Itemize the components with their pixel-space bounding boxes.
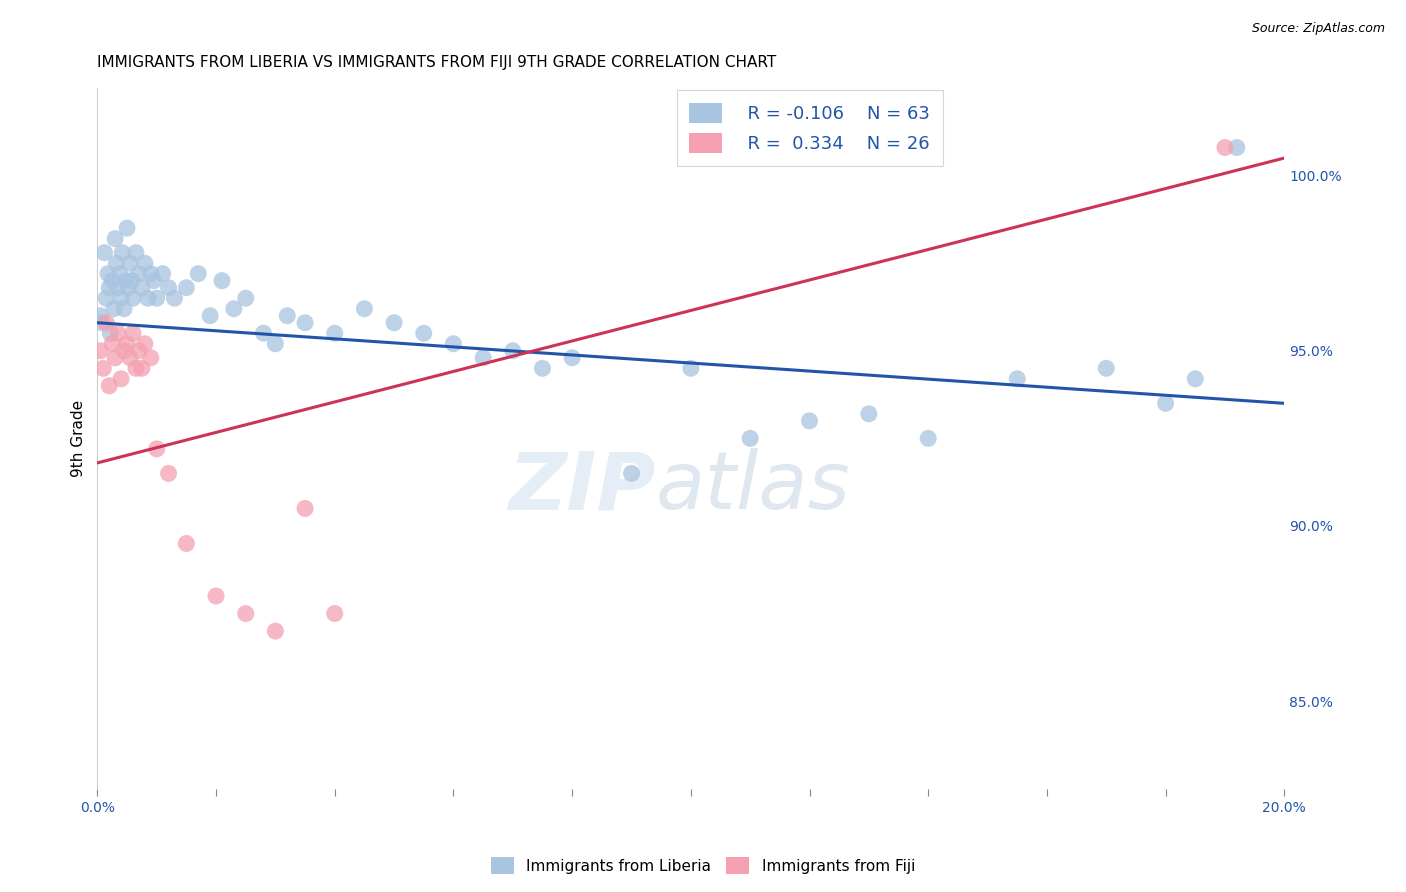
Point [235,607,257,621]
Point [103,301,125,316]
Point [176,536,198,550]
Point [157,467,180,481]
Text: atlas: atlas [655,449,851,526]
Point [111,245,134,260]
Point [115,221,138,235]
Point [128,343,150,358]
Point [93,245,115,260]
Point [125,361,148,376]
Point [187,267,209,281]
Legend:   R = -0.106    N = 63,   R =  0.334    N = 26: R = -0.106 N = 63, R = 0.334 N = 26 [676,90,943,166]
Point [98,379,121,393]
Point [264,624,287,638]
Y-axis label: 9th Grade: 9th Grade [72,400,86,477]
Point [323,326,346,341]
Point [502,343,524,358]
Point [112,343,135,358]
Point [89,309,111,323]
Point [222,301,245,316]
Point [152,267,174,281]
Point [176,281,198,295]
Point [110,291,132,305]
Point [104,232,127,246]
Point [136,291,159,305]
Point [96,316,118,330]
Point [252,326,274,341]
Point [128,267,150,281]
Point [104,351,127,365]
Point [163,291,186,305]
Point [96,291,118,305]
Point [443,336,465,351]
Point [91,316,114,330]
Point [117,281,139,295]
Point [108,267,131,281]
Point [131,361,153,376]
Point [107,326,129,341]
Point [1184,372,1206,386]
Point [276,309,298,323]
Point [110,372,132,386]
Point [211,274,233,288]
Point [917,431,939,445]
Point [412,326,434,341]
Point [115,274,138,288]
Point [121,274,143,288]
Point [620,467,643,481]
Point [105,256,128,270]
Point [142,274,165,288]
Point [235,291,257,305]
Point [294,501,316,516]
Point [139,267,162,281]
Point [101,336,124,351]
Point [97,267,120,281]
Point [679,361,702,376]
Point [561,351,583,365]
Point [264,336,287,351]
Point [1154,396,1177,410]
Point [382,316,405,330]
Point [118,351,141,365]
Point [101,274,124,288]
Point [100,326,122,341]
Point [98,281,121,295]
Point [205,589,228,603]
Point [134,336,156,351]
Point [122,291,145,305]
Text: ZIP: ZIP [508,449,655,526]
Point [91,361,114,376]
Point [353,301,375,316]
Point [1005,372,1028,386]
Point [118,256,141,270]
Text: IMMIGRANTS FROM LIBERIA VS IMMIGRANTS FROM FIJI 9TH GRADE CORRELATION CHART: IMMIGRANTS FROM LIBERIA VS IMMIGRANTS FR… [97,55,776,70]
Point [125,245,148,260]
Point [115,336,138,351]
Point [1226,140,1249,154]
Point [157,281,180,295]
Point [112,301,135,316]
Point [139,351,162,365]
Point [1095,361,1118,376]
Legend: Immigrants from Liberia, Immigrants from Fiji: Immigrants from Liberia, Immigrants from… [485,851,921,880]
Point [799,414,821,428]
Point [131,281,153,295]
Point [740,431,762,445]
Point [145,442,167,456]
Point [323,607,346,621]
Point [145,291,167,305]
Text: Source: ZipAtlas.com: Source: ZipAtlas.com [1251,22,1385,36]
Point [858,407,880,421]
Point [89,343,111,358]
Point [472,351,495,365]
Point [531,361,554,376]
Point [134,256,156,270]
Point [122,326,145,341]
Point [107,281,129,295]
Point [1213,140,1236,154]
Point [198,309,221,323]
Point [294,316,316,330]
